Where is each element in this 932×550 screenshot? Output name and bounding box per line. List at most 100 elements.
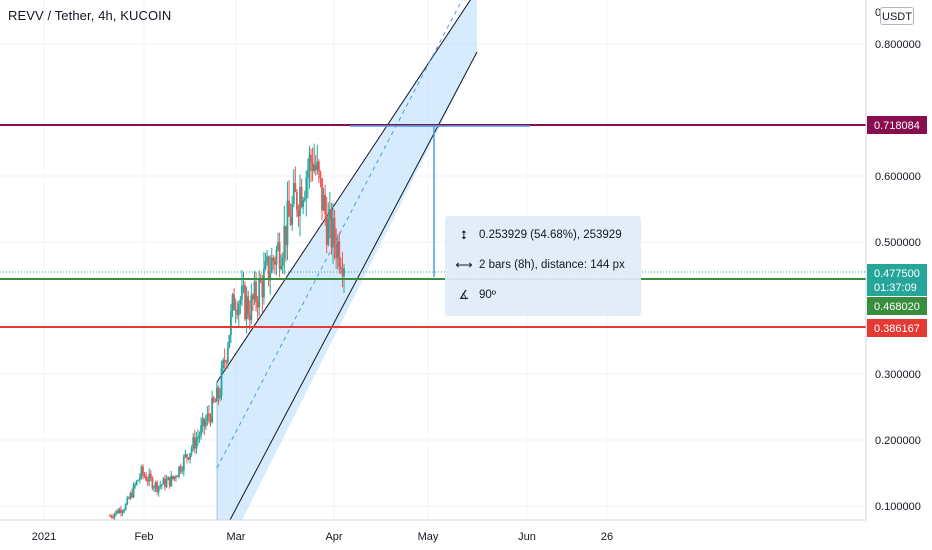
- candle-up: [343, 267, 345, 277]
- time-tick-label: Apr: [325, 531, 342, 543]
- candle-down: [209, 416, 212, 423]
- candle-up: [230, 310, 232, 336]
- candle-down: [295, 191, 298, 211]
- candle-up: [197, 437, 199, 440]
- candle-up: [135, 480, 138, 485]
- candle-up: [303, 198, 306, 201]
- candle-down: [261, 281, 264, 298]
- time-tick-label: Jun: [518, 531, 536, 543]
- candle-up: [198, 435, 201, 438]
- candle-down: [341, 269, 344, 277]
- candle-up: [242, 285, 245, 287]
- candle-up: [270, 257, 273, 273]
- price-tick-label: 0.200000: [875, 435, 921, 447]
- candle-up: [222, 359, 224, 369]
- candle-up: [115, 510, 118, 514]
- candle-up: [162, 478, 165, 485]
- candle-up: [126, 497, 129, 505]
- candle-down: [325, 213, 328, 245]
- candle-down: [278, 242, 281, 270]
- candle-down: [233, 294, 235, 311]
- candle-up: [313, 164, 316, 171]
- price-axis-ticks: 0.100000 0.200000 0.300000 0.500000 0.600000…: [875, 39, 921, 513]
- candle-down: [311, 162, 314, 171]
- badge-468020-text: 0.468020: [874, 301, 920, 313]
- candle-down: [175, 476, 177, 478]
- candle-up: [281, 257, 284, 266]
- candle-up: [332, 218, 334, 248]
- candle-up: [134, 484, 137, 486]
- candle-down: [272, 257, 275, 262]
- candle-up: [192, 437, 195, 449]
- candle-up: [286, 200, 289, 246]
- candle-up: [129, 492, 132, 499]
- currency-button[interactable]: USDT: [880, 7, 914, 25]
- candle-down: [324, 194, 327, 214]
- measure-bars-text: 2 bars (8h), distance: 144 px: [479, 259, 625, 271]
- candle-up: [322, 194, 325, 211]
- candle-down: [131, 492, 133, 498]
- badge-718084-text: 0.718084: [874, 120, 920, 132]
- candle-down: [168, 477, 171, 487]
- candle-up: [181, 470, 184, 472]
- measure-angle-row: ∡ 90º: [455, 286, 496, 304]
- horizontal-arrows-icon: ⟷: [455, 258, 473, 272]
- channel-upper-line[interactable]: [216, 0, 477, 383]
- candle-up: [182, 456, 185, 471]
- candle-up: [195, 439, 198, 449]
- badge-477500-bg: [867, 264, 927, 296]
- candle-up: [184, 454, 187, 457]
- candle-down: [156, 482, 159, 492]
- candle-down: [333, 218, 336, 244]
- candle-down: [151, 478, 154, 489]
- candle-up: [306, 170, 309, 178]
- candle-up: [220, 368, 223, 396]
- candle-up: [327, 218, 330, 245]
- candle-up: [204, 420, 207, 427]
- candle-down: [339, 266, 342, 270]
- candle-down: [338, 241, 341, 267]
- channel-lower-line[interactable]: [229, 51, 478, 521]
- candle-down: [259, 279, 262, 282]
- candle-down: [247, 296, 250, 315]
- price-tick-label: 0.100000: [875, 501, 921, 513]
- time-axis-background[interactable]: [0, 520, 932, 550]
- candle-down: [146, 480, 149, 482]
- candle-up: [302, 200, 305, 207]
- candle-up: [189, 453, 191, 460]
- candle-down: [256, 302, 259, 308]
- time-tick-label: Mar: [227, 531, 246, 543]
- candle-up: [241, 286, 243, 300]
- badge-468020-bg: [867, 297, 927, 315]
- time-tick-label: May: [418, 531, 439, 543]
- candle-down: [288, 200, 290, 217]
- candle-down: [255, 281, 257, 303]
- symbol-title[interactable]: REVV / Tether, 4h, KUCOIN: [8, 8, 172, 23]
- candle-down: [321, 178, 323, 211]
- price-axis-top-clipped: 0: [875, 7, 881, 19]
- candle-down: [317, 161, 320, 173]
- candle-up: [124, 504, 127, 510]
- parallel-channel-fill: [217, 0, 477, 550]
- candle-up: [165, 480, 168, 488]
- candle-up: [237, 304, 240, 315]
- price-axis-background[interactable]: [866, 0, 932, 520]
- price-tick-label: 0.300000: [875, 369, 921, 381]
- candle-down: [203, 418, 206, 427]
- candle-up: [316, 161, 319, 171]
- candle-down: [335, 243, 338, 258]
- time-axis-labels: 2021 Feb Mar Apr May Jun 26: [32, 531, 613, 543]
- candle-up: [118, 509, 121, 514]
- candle-up: [328, 209, 331, 219]
- time-tick-label: 26: [601, 531, 613, 543]
- candle-up: [167, 477, 170, 481]
- candlestick-series: [109, 143, 345, 520]
- candle-up: [113, 513, 116, 518]
- candle-up: [277, 242, 279, 250]
- candle-down: [212, 397, 215, 402]
- badge-718084-bg: [867, 116, 927, 134]
- badge-386167-bg: [867, 319, 927, 337]
- candle-up: [228, 335, 231, 348]
- candle-down: [244, 285, 246, 320]
